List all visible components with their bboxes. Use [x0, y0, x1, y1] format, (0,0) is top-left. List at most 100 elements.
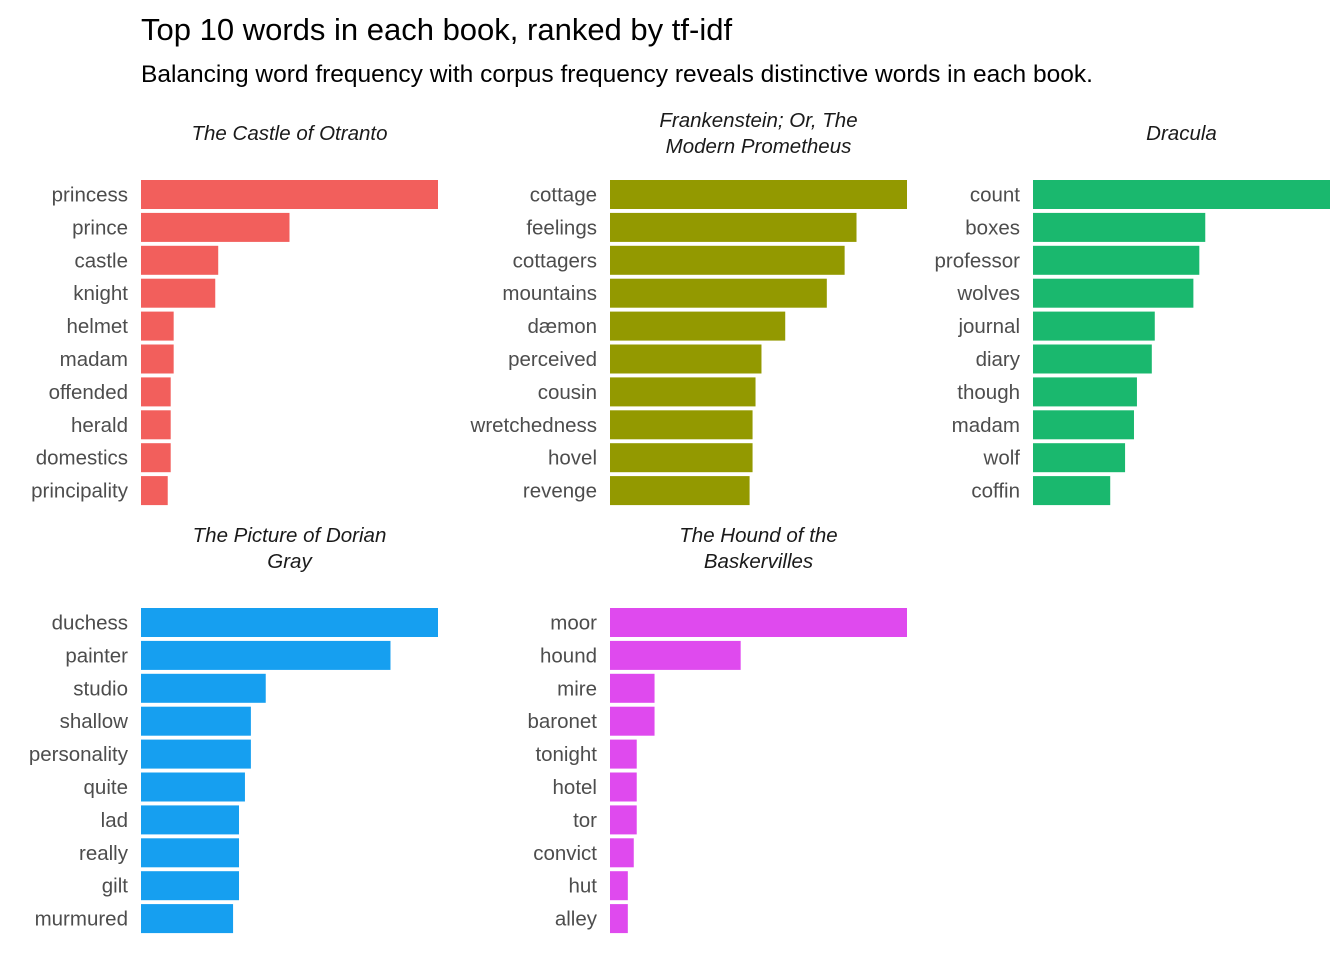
facet-panel: The Hound of the Baskervilles moor hound mir…: [527, 524, 907, 934]
category-label: moor: [550, 612, 597, 635]
bar-princess: [141, 180, 438, 209]
bar-count: [1033, 180, 1330, 209]
facet-panel: Dracula count boxes professor wolves journal d…: [935, 122, 1330, 506]
bar-though: [1033, 377, 1137, 407]
category-label: hotel: [553, 776, 597, 799]
category-label: diary: [976, 348, 1021, 371]
bar-mountains: [610, 278, 827, 308]
bar-murmured: [141, 904, 234, 934]
bar-journal: [1033, 311, 1155, 341]
chart-title: Top 10 words in each book, ranked by tf-…: [141, 12, 732, 47]
category-label: mire: [557, 677, 597, 700]
bar-domestics: [141, 443, 171, 473]
facet-panel: The Picture of Dorian Gray duchess painter s…: [29, 524, 438, 934]
category-label: lad: [101, 809, 128, 832]
bar-cottage: [610, 180, 907, 209]
category-label: wolf: [983, 447, 1021, 470]
category-label: painter: [65, 644, 128, 667]
bar-madam: [141, 344, 174, 374]
category-label: studio: [73, 677, 128, 700]
bar-madam: [1033, 410, 1134, 440]
bar-hovel: [610, 443, 753, 473]
category-label: tonight: [535, 743, 597, 766]
bar-hound: [610, 640, 741, 670]
bar-gilt: [141, 871, 240, 901]
category-label: mountains: [502, 282, 597, 305]
bar-painter: [141, 640, 391, 670]
category-label: wretchedness: [470, 414, 597, 437]
bar-professor: [1033, 245, 1200, 275]
category-label: feelings: [526, 216, 597, 239]
facet-title: The Picture of Dorian: [193, 524, 387, 547]
category-label: castle: [74, 249, 128, 272]
bar-convict: [610, 838, 634, 868]
bar-moor: [610, 608, 907, 637]
category-label: hovel: [548, 447, 597, 470]
bar-dæmon: [610, 311, 786, 341]
category-label: hound: [540, 644, 597, 667]
bar-helmet: [141, 311, 174, 341]
bar-hut: [610, 871, 628, 901]
bar-boxes: [1033, 212, 1206, 242]
facet-panel: Frankenstein; Or, The Modern Prometheus co…: [470, 109, 907, 506]
bar-mire: [610, 673, 655, 703]
facet-title: Gray: [267, 550, 313, 573]
facet-title: The Castle of Otranto: [192, 122, 388, 145]
facet-title: Dracula: [1146, 122, 1217, 145]
bar-quite: [141, 772, 245, 802]
category-label: boxes: [965, 216, 1020, 239]
category-label: cottage: [530, 184, 597, 207]
category-label: murmured: [35, 908, 128, 931]
bar-really: [141, 838, 240, 868]
category-label: quite: [84, 776, 128, 799]
category-label: herald: [71, 414, 128, 437]
category-label: professor: [935, 249, 1021, 272]
bar-knight: [141, 278, 216, 308]
category-label: wolves: [956, 282, 1020, 305]
bar-wolves: [1033, 278, 1194, 308]
facet-title: Modern Prometheus: [666, 135, 852, 158]
category-label: count: [970, 184, 1020, 207]
category-label: dæmon: [527, 315, 597, 338]
bar-studio: [141, 673, 266, 703]
category-label: madam: [952, 414, 1020, 437]
category-label: convict: [533, 842, 597, 865]
category-label: coffin: [971, 480, 1020, 503]
bar-prince: [141, 212, 290, 242]
bar-diary: [1033, 344, 1152, 374]
bar-revenge: [610, 476, 750, 506]
bar-baronet: [610, 706, 655, 736]
bar-feelings: [610, 212, 857, 242]
bar-principality: [141, 476, 168, 506]
bar-lad: [141, 805, 240, 835]
bar-perceived: [610, 344, 762, 374]
bar-castle: [141, 245, 219, 275]
category-label: personality: [29, 743, 129, 766]
chart-subtitle: Balancing word frequency with corpus fre…: [141, 61, 1093, 88]
category-label: shallow: [60, 710, 129, 733]
category-label: offended: [49, 381, 128, 404]
category-label: duchess: [52, 612, 128, 635]
bar-herald: [141, 410, 171, 440]
bar-wolf: [1033, 443, 1126, 473]
bar-tor: [610, 805, 637, 835]
facet-title: The Hound of the: [679, 524, 837, 547]
category-label: though: [957, 381, 1020, 404]
category-label: madam: [60, 348, 128, 371]
category-label: revenge: [523, 480, 597, 503]
category-label: really: [79, 842, 129, 865]
category-label: tor: [573, 809, 597, 832]
bar-hotel: [610, 772, 637, 802]
category-label: princess: [52, 184, 128, 207]
bar-tonight: [610, 739, 637, 769]
facet-title: Baskervilles: [704, 550, 813, 573]
category-label: prince: [72, 216, 128, 239]
facet-panel: The Castle of Otranto princess prince castl…: [31, 122, 438, 506]
category-label: principality: [31, 480, 129, 503]
bar-offended: [141, 377, 171, 407]
category-label: knight: [73, 282, 128, 305]
category-label: hut: [569, 875, 598, 898]
category-label: cousin: [538, 381, 597, 404]
bar-alley: [610, 904, 628, 934]
bar-shallow: [141, 706, 251, 736]
